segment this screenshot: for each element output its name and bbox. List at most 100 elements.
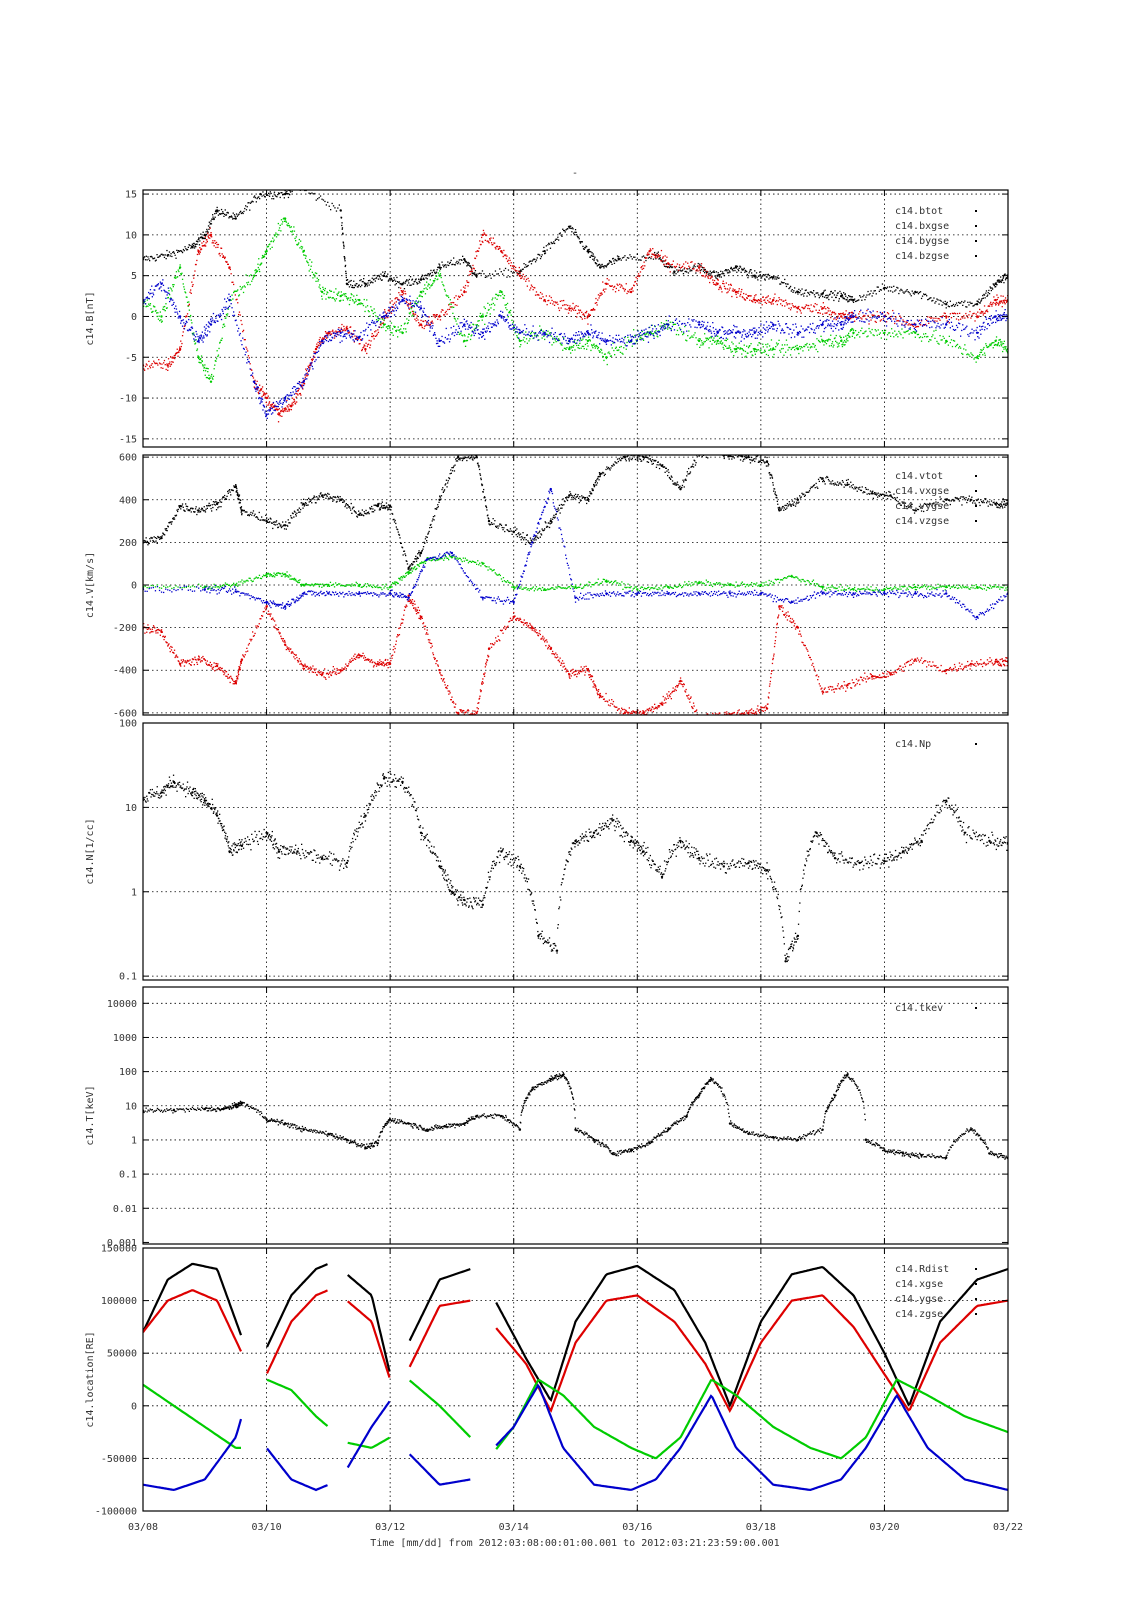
scatter-dot xyxy=(277,409,279,411)
scatter-dot xyxy=(824,341,826,343)
scatter-dot xyxy=(806,304,808,307)
scatter-dot xyxy=(701,342,703,344)
scatter-dot xyxy=(617,284,619,286)
scatter-dot xyxy=(915,326,918,328)
scatter-dot xyxy=(619,351,622,353)
scatter-dot xyxy=(421,274,423,276)
scatter-dot xyxy=(523,278,525,280)
scatter-dot xyxy=(253,196,255,198)
scatter-dot xyxy=(492,302,494,305)
scatter-dot xyxy=(454,331,456,334)
scatter-dot xyxy=(469,326,471,329)
scatter-dot xyxy=(606,264,608,266)
scatter-dot xyxy=(552,242,554,244)
scatter-dot xyxy=(310,358,313,361)
scatter-dot xyxy=(429,272,431,275)
scatter-dot xyxy=(695,270,697,272)
scatter-dot xyxy=(267,395,269,397)
scatter-dot xyxy=(752,298,755,301)
scatter-dot xyxy=(983,312,985,314)
scatter-dot xyxy=(169,255,171,257)
scatter-dot xyxy=(262,256,264,258)
scatter-dot xyxy=(392,280,394,282)
scatter-dot xyxy=(576,342,578,344)
scatter-dot xyxy=(554,332,556,334)
scatter-dot xyxy=(613,286,615,288)
scatter-dot xyxy=(371,310,374,312)
scatter-dot xyxy=(580,331,582,333)
scatter-dot xyxy=(527,333,529,335)
scatter-dot xyxy=(819,319,821,321)
scatter-dot xyxy=(641,268,643,270)
scatter-dot xyxy=(583,336,585,338)
scatter-dot xyxy=(506,255,508,257)
scatter-dot xyxy=(833,318,835,320)
scatter-dot xyxy=(178,250,180,253)
scatter-dot xyxy=(722,280,724,282)
scatter-dot xyxy=(354,330,356,332)
scatter-dot xyxy=(822,321,824,323)
scatter-dot xyxy=(442,283,444,286)
scatter-dot xyxy=(1002,277,1004,279)
scatter-dot xyxy=(215,314,218,317)
scatter-dot xyxy=(745,335,747,337)
scatter-dot xyxy=(686,330,688,332)
scatter-dot xyxy=(736,326,738,328)
scatter-dot xyxy=(171,255,173,258)
scatter-dot xyxy=(593,259,595,262)
scatter-dot xyxy=(625,345,627,347)
scatter-dot xyxy=(198,251,200,253)
scatter-dot xyxy=(443,314,446,316)
scatter-dot xyxy=(633,329,635,331)
scatter-dot xyxy=(199,338,201,340)
scatter-dot xyxy=(560,332,562,335)
scatter-dot xyxy=(537,335,539,337)
scatter-dot xyxy=(591,332,593,334)
scatter-dot xyxy=(838,342,840,344)
scatter-dot xyxy=(333,335,336,337)
scatter-dot xyxy=(499,268,501,270)
scatter-dot xyxy=(205,327,207,330)
scatter-dot xyxy=(597,334,600,336)
scatter-dot xyxy=(281,410,283,412)
scatter-dot xyxy=(562,228,564,230)
scatter-dot xyxy=(337,292,339,294)
scatter-dot xyxy=(977,355,979,357)
scatter-dot xyxy=(258,397,260,400)
scatter-dot xyxy=(980,310,983,312)
scatter-dot xyxy=(841,315,843,317)
scatter-dot xyxy=(702,267,704,269)
scatter-dot xyxy=(152,258,154,260)
scatter-dot xyxy=(249,209,251,211)
scatter-dot xyxy=(436,340,438,342)
scatter-dot xyxy=(473,273,475,276)
scatter-dot xyxy=(237,289,239,291)
scatter-dot xyxy=(834,337,836,339)
scatter-dot xyxy=(471,326,473,328)
scatter-dot xyxy=(846,297,849,299)
scatter-dot xyxy=(215,317,217,319)
scatter-dot xyxy=(471,334,473,336)
scatter-dot xyxy=(265,253,267,256)
scatter-dot xyxy=(206,334,208,336)
scatter-dot xyxy=(788,346,790,349)
scatter-dot xyxy=(623,337,626,339)
scatter-dot xyxy=(210,232,212,234)
scatter-dot xyxy=(688,265,690,267)
scatter-dot xyxy=(761,352,763,354)
scatter-dot xyxy=(419,278,422,281)
scatter-dot xyxy=(612,288,614,291)
scatter-dot xyxy=(485,327,488,329)
scatter-dot xyxy=(285,191,287,193)
scatter-dot xyxy=(685,324,687,326)
scatter-dot xyxy=(843,313,846,316)
scatter-dot xyxy=(467,328,469,330)
scatter-dot xyxy=(708,272,710,274)
scatter-dot xyxy=(426,281,428,283)
scatter-dot xyxy=(191,281,193,283)
scatter-dot xyxy=(744,330,746,332)
scatter-dot xyxy=(998,345,1001,347)
scatter-dot xyxy=(649,256,651,258)
scatter-dot xyxy=(305,255,307,257)
scatter-dot xyxy=(240,319,242,322)
